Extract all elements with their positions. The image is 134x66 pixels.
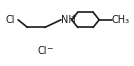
Text: Cl: Cl bbox=[5, 15, 15, 25]
Text: Cl: Cl bbox=[38, 46, 47, 56]
Text: NH: NH bbox=[61, 15, 76, 25]
Text: +: + bbox=[71, 14, 77, 20]
Text: CH₃: CH₃ bbox=[112, 15, 130, 25]
Text: −: − bbox=[46, 44, 53, 53]
